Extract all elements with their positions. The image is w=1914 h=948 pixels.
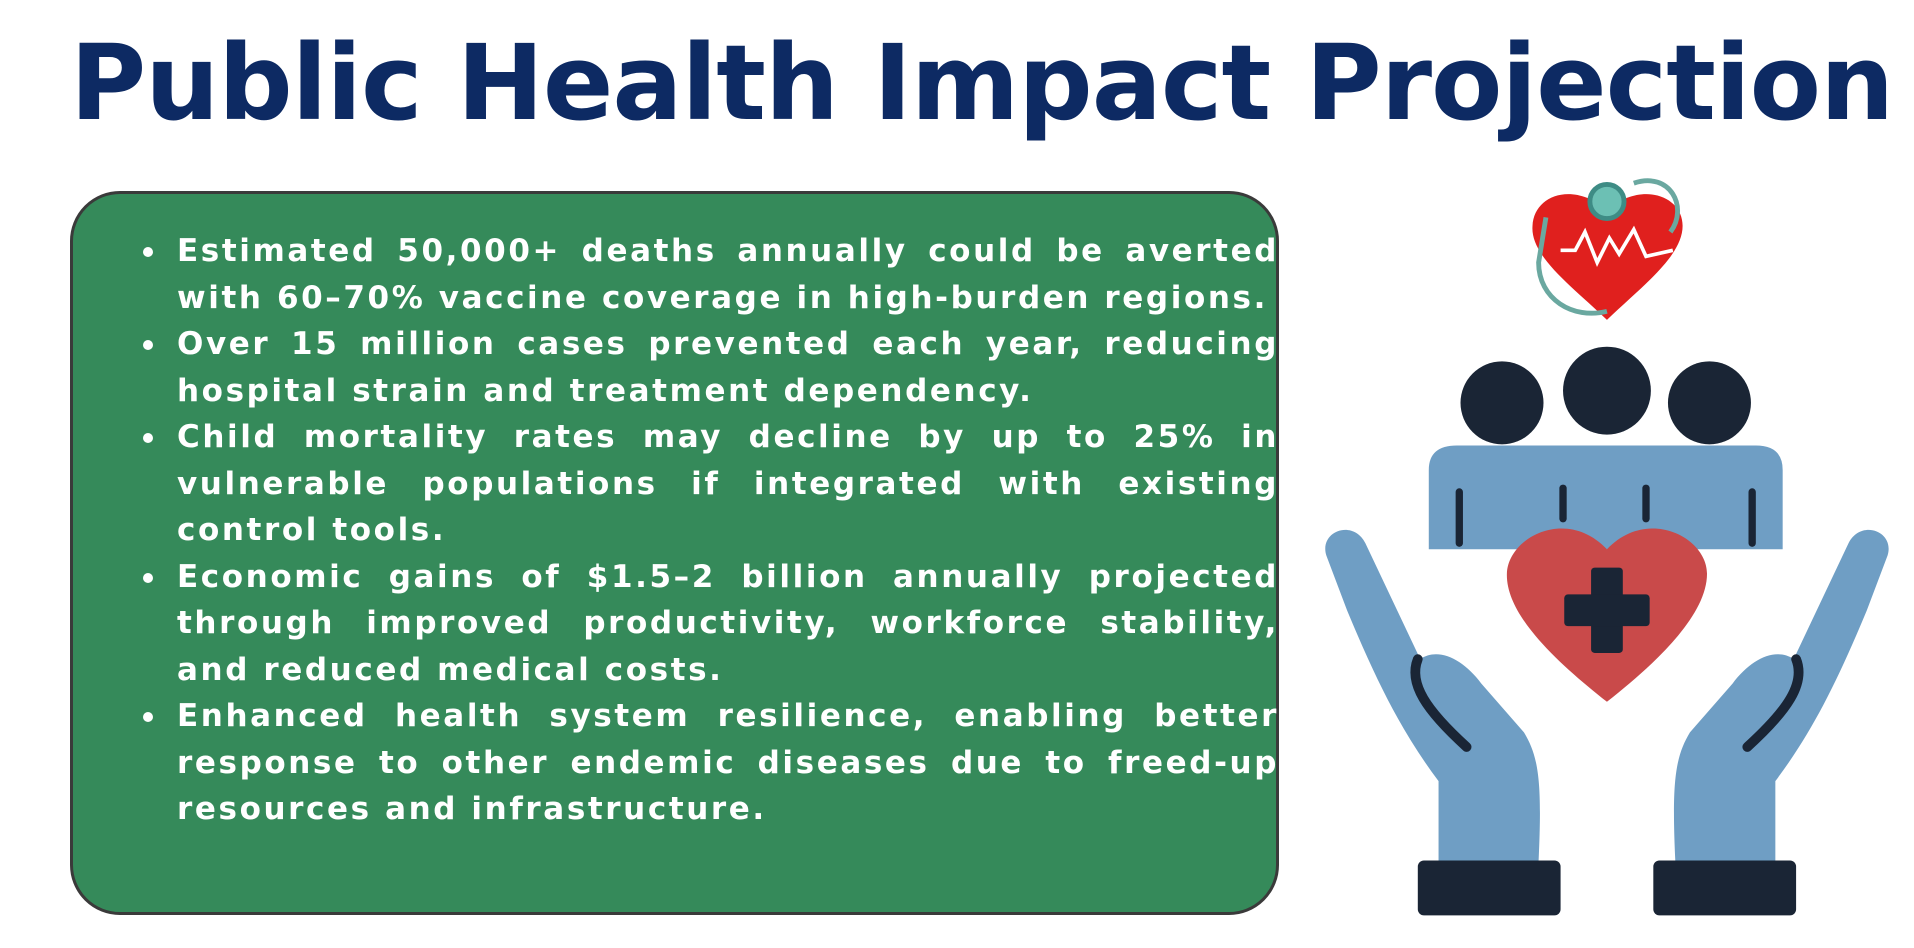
title: Public Health Impact Projection	[70, 22, 1894, 144]
bullet-item: Child mortality rates may decline by up …	[143, 414, 1279, 554]
bullet-item: Over 15 million cases prevented each yea…	[143, 321, 1279, 414]
info-panel: Estimated 50,000+ deaths annually could …	[70, 191, 1279, 915]
health-illustration	[1325, 178, 1889, 916]
people-bodies	[1428, 445, 1783, 550]
top-heart	[1532, 178, 1683, 320]
people-heads	[1460, 346, 1751, 445]
bullet-list: Estimated 50,000+ deaths annually could …	[143, 228, 1279, 833]
bullet-item: Enhanced health system resilience, enabl…	[143, 693, 1279, 833]
hand-left	[1325, 529, 1561, 916]
heart-cross	[1506, 528, 1708, 702]
bullet-item: Estimated 50,000+ deaths annually could …	[143, 228, 1279, 321]
bullet-item: Economic gains of $1.5–2 billion annuall…	[143, 554, 1279, 694]
hand-right	[1653, 529, 1889, 916]
